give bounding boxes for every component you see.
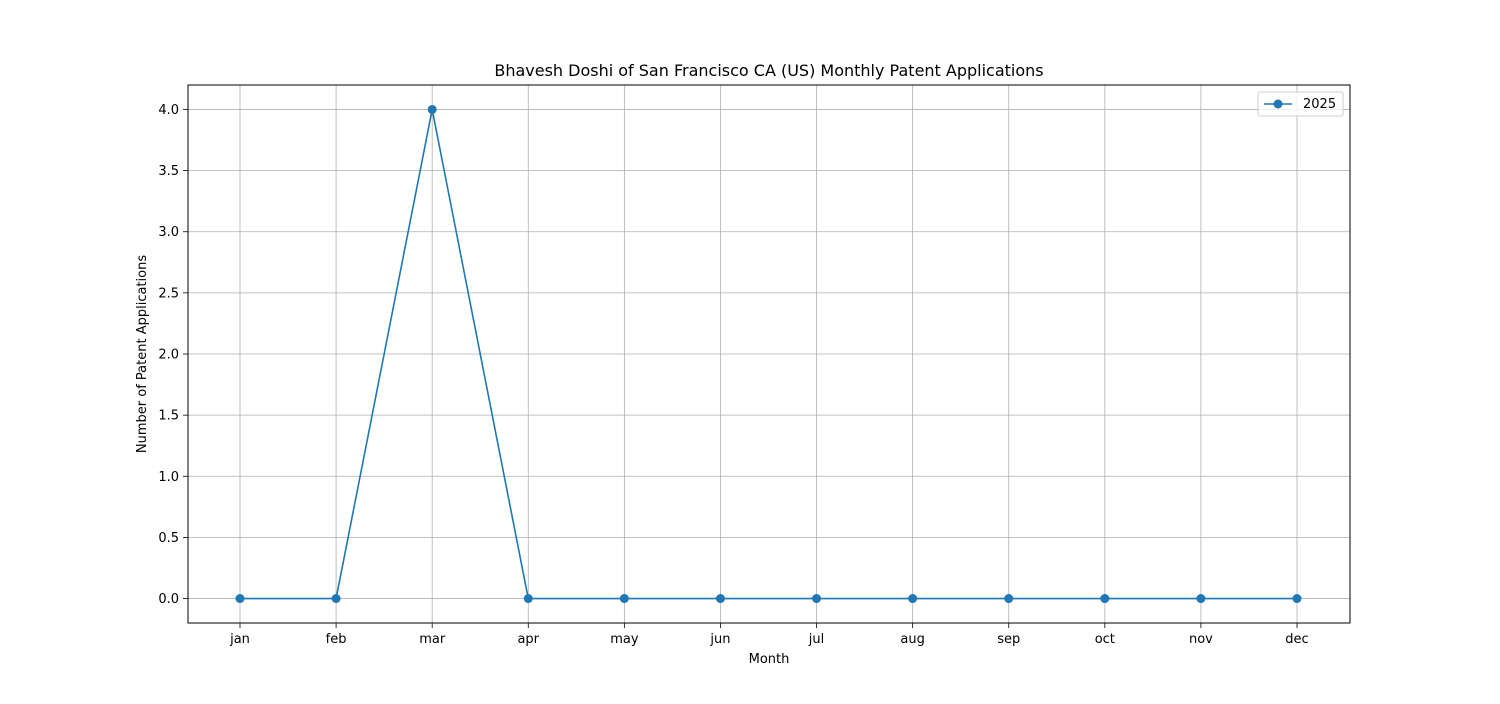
data-point (1196, 594, 1205, 603)
data-point (524, 594, 533, 603)
x-tick-label: aug (900, 632, 924, 647)
data-point (332, 594, 341, 603)
x-tick-label: feb (326, 632, 347, 647)
legend: 2025 (1258, 92, 1343, 116)
data-point (716, 594, 725, 603)
y-tick-label: 1.5 (158, 409, 179, 424)
x-tick-label: jan (229, 632, 250, 647)
chart-title: Bhavesh Doshi of San Francisco CA (US) M… (494, 61, 1043, 80)
data-point (1004, 594, 1013, 603)
y-tick-label: 2.0 (158, 348, 179, 363)
y-tick-label: 0.0 (158, 592, 179, 607)
x-tick-label: nov (1189, 632, 1213, 647)
y-tick-label: 4.0 (158, 103, 179, 118)
data-point (1100, 594, 1109, 603)
x-tick-label: jun (709, 632, 730, 647)
x-tick-label: jul (808, 632, 824, 647)
x-tick-label: may (610, 632, 639, 647)
x-tick-label: sep (997, 632, 1020, 647)
y-tick-label: 0.5 (158, 531, 179, 546)
x-tick-label: apr (517, 632, 539, 647)
data-point (236, 594, 245, 603)
y-tick-label: 2.5 (158, 286, 179, 301)
x-tick-label: dec (1285, 632, 1308, 647)
data-point (812, 594, 821, 603)
legend-marker-swatch (1274, 100, 1283, 109)
x-tick-label: oct (1095, 632, 1115, 647)
x-tick-label: mar (419, 632, 446, 647)
data-point (620, 594, 629, 603)
data-point (1293, 594, 1302, 603)
data-point (908, 594, 917, 603)
y-tick-label: 3.0 (158, 225, 179, 240)
data-point (428, 105, 437, 114)
legend-entry-label: 2025 (1303, 97, 1336, 112)
x-axis-label: Month (749, 652, 790, 667)
y-tick-label: 1.0 (158, 470, 179, 485)
y-axis-label: Number of Patent Applications (135, 255, 150, 453)
y-tick-label: 3.5 (158, 164, 179, 179)
